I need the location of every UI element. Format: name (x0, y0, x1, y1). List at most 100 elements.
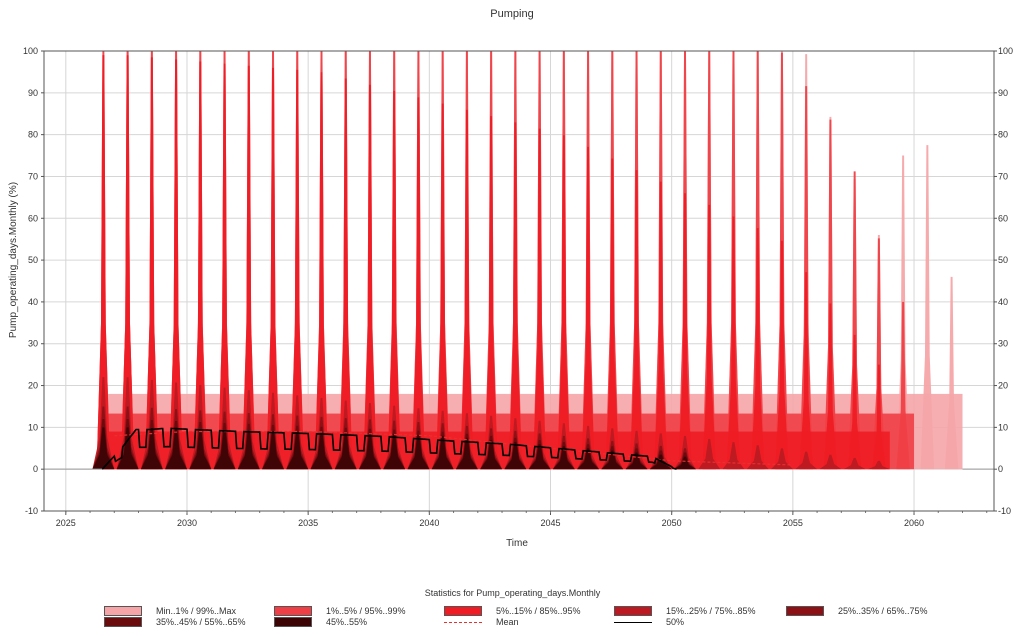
y-tick-label: 0 (33, 464, 38, 474)
band-spike (823, 303, 838, 470)
legend-label: 5%..15% / 85%..95% (496, 606, 581, 616)
legend-swatch (786, 606, 824, 616)
band-spike (213, 429, 236, 470)
x-tick-label: 2060 (904, 518, 924, 528)
y-tick-label: 100 (23, 46, 38, 56)
band-spike (795, 451, 818, 470)
band-spike (431, 435, 454, 470)
band-spike (286, 431, 309, 470)
series-lines (44, 427, 994, 470)
band-spike (411, 97, 426, 470)
y-tick-label: 20 (28, 381, 38, 391)
band-spike (577, 448, 599, 470)
band-spike (746, 445, 769, 470)
percentile-bands (92, 51, 963, 470)
legend-item: 15%..25% / 75%..85% (614, 605, 756, 617)
legend-label: 50% (666, 617, 685, 627)
legend-item: 25%..35% / 65%..75% (786, 605, 928, 617)
legend-swatch-line (614, 621, 652, 623)
x-tick-label: 2030 (177, 518, 197, 528)
y-tick-label: -10 (25, 506, 38, 516)
legend-swatch (614, 606, 652, 616)
band-spike (334, 433, 357, 470)
band-spike (363, 84, 377, 470)
y-tick-label-right: 30 (998, 339, 1008, 349)
y-axis-label: Pump_operating_days.Monthly (%) (8, 182, 19, 338)
band-spike (266, 67, 280, 470)
legend-title: Statistics for Pump_operating_days.Month… (424, 588, 601, 598)
band-spike (799, 272, 813, 470)
legend-label: 35%..45% / 55%..65% (156, 617, 246, 627)
band-spike (237, 430, 260, 470)
legend-swatch (444, 606, 482, 616)
x-tick-label: 2035 (298, 518, 318, 528)
y-tick-label: 10 (28, 422, 38, 432)
band-spike (140, 428, 163, 470)
band-spike (674, 456, 696, 470)
y-tick-label: 60 (28, 213, 38, 223)
legend-item: 35%..45% / 55%..65% (104, 616, 246, 628)
x-tick-label: 2055 (783, 518, 803, 528)
band-spike (552, 446, 575, 470)
axes (43, 50, 995, 512)
band-spike (193, 61, 208, 470)
legend-item: 1%..5% / 95%..99% (274, 605, 406, 617)
band-spike (843, 457, 866, 470)
legend-label: 45%..55% (326, 617, 368, 627)
legend-swatch (274, 606, 312, 616)
band-spike (169, 59, 183, 470)
legend-label: 1%..5% / 95%..99% (326, 606, 406, 616)
band-spike (649, 454, 672, 470)
legend-item: 50% (614, 616, 684, 628)
legend-item: 5%..15% / 85%..95% (444, 605, 581, 617)
band-spike (508, 122, 523, 470)
band-spike (920, 145, 935, 470)
band-spike (241, 65, 256, 470)
y-tick-label: 70 (28, 171, 38, 181)
band-spike (455, 437, 478, 470)
y-tick-label-right: 50 (998, 255, 1008, 265)
band-spike (726, 216, 741, 470)
y-tick-label: 90 (28, 88, 38, 98)
band-spike (96, 55, 111, 470)
legend-item: 45%..55% (274, 616, 367, 628)
y-tick-label-right: 20 (998, 381, 1008, 391)
y-tick-label-right: 90 (998, 88, 1008, 98)
y-tick-label-right: 70 (998, 171, 1008, 181)
band-spike (819, 454, 842, 470)
band-spike (625, 452, 648, 470)
band-spike (383, 434, 406, 470)
band-spike (532, 128, 547, 470)
legend-label: 25%..35% / 65%..75% (838, 606, 928, 616)
band-spike (359, 433, 381, 470)
x-tick-label: 2040 (419, 518, 439, 528)
band-spike (605, 158, 620, 470)
legend-swatch-dashed (444, 621, 482, 623)
band-spike (387, 91, 401, 470)
band-spike (480, 440, 503, 470)
band-spike (484, 116, 498, 470)
band-spike (750, 228, 765, 470)
y-tick-label: 30 (28, 339, 38, 349)
band-spike (262, 431, 284, 470)
band-spike (629, 170, 644, 470)
band-spike (145, 57, 159, 470)
legend-swatch (274, 617, 312, 627)
legend-swatch (104, 606, 142, 616)
band-spike (581, 146, 595, 470)
band-spike (771, 448, 793, 470)
band-spike (310, 432, 333, 470)
band-spike (601, 450, 624, 470)
legend-label: Min..1% / 99%..Max (156, 606, 237, 616)
plot-frame (43, 50, 995, 512)
band-spike (872, 238, 886, 470)
y-tick-label: 40 (28, 297, 38, 307)
band-spike (92, 427, 115, 470)
band-spike (867, 460, 890, 470)
band-spike (290, 69, 305, 470)
y-tick-label-right: 10 (998, 422, 1008, 432)
legend-label: Mean (496, 617, 519, 627)
band-spike (165, 428, 187, 470)
band-spike (504, 442, 527, 470)
legend-item: Mean (444, 616, 519, 628)
